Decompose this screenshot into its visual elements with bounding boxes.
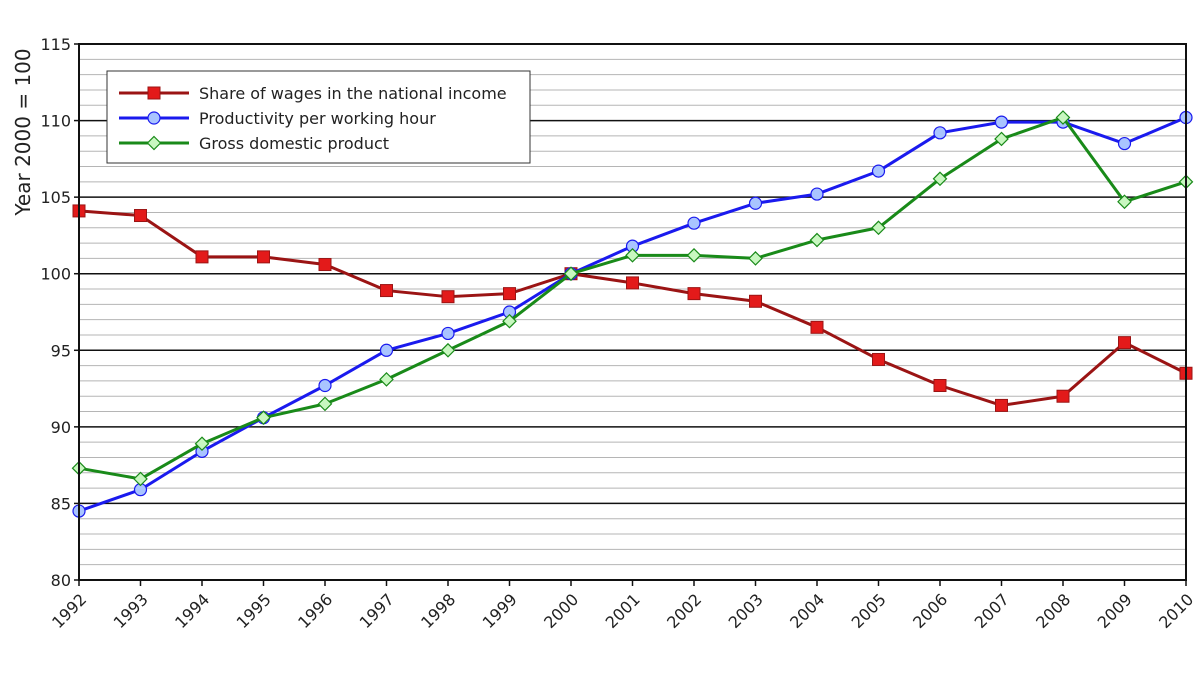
series-gdp xyxy=(71,110,1194,487)
x-tick-label: 2003 xyxy=(725,590,767,632)
legend-marker-wages-share xyxy=(147,86,161,100)
series-productivity xyxy=(72,110,1193,518)
y-tick-label: 105 xyxy=(40,188,71,207)
point-wages-share xyxy=(257,250,270,264)
y-tick-label: 95 xyxy=(51,341,71,360)
legend-marker-gdp xyxy=(146,135,162,151)
point-productivity xyxy=(379,343,394,357)
point-gdp xyxy=(133,471,148,487)
point-productivity xyxy=(687,216,701,230)
line-gdp xyxy=(78,116,1187,481)
y-tick-label: 90 xyxy=(51,418,71,437)
y-tick-label: 110 xyxy=(40,112,71,131)
point-gdp xyxy=(1055,110,1071,125)
point-gdp xyxy=(563,266,579,282)
x-tick-label: 2005 xyxy=(848,590,890,632)
legend-label-gdp: Gross domestic product xyxy=(199,134,389,153)
point-wages-share xyxy=(380,284,393,298)
x-tick-label: 1993 xyxy=(110,590,152,632)
legend-marker-productivity xyxy=(147,111,161,125)
point-wages-share xyxy=(441,290,455,304)
point-gdp xyxy=(748,251,763,266)
point-wages-share xyxy=(195,250,209,264)
point-gdp xyxy=(379,372,394,387)
point-wages-share xyxy=(687,287,701,301)
x-tick-label: 1994 xyxy=(171,590,213,632)
y-tick-label: 115 xyxy=(40,35,71,54)
point-gdp xyxy=(932,171,948,187)
point-gdp xyxy=(625,247,640,263)
point-wages-share xyxy=(626,276,639,290)
series-lines xyxy=(71,110,1194,518)
point-gdp xyxy=(809,232,825,248)
x-tick-label: 2006 xyxy=(909,590,951,632)
point-wages-share xyxy=(749,294,762,308)
x-tick-label: 2001 xyxy=(602,590,644,632)
x-tick-label: 1999 xyxy=(479,590,521,632)
point-gdp xyxy=(1117,194,1132,210)
point-productivity xyxy=(748,196,763,210)
point-productivity xyxy=(871,164,886,178)
x-tick-label: 1997 xyxy=(356,590,398,632)
point-productivity xyxy=(1117,136,1132,151)
point-wages-share xyxy=(1056,389,1070,403)
legend-label-wages-share: Share of wages in the national income xyxy=(199,84,507,103)
point-productivity xyxy=(933,126,947,140)
x-tick-label: 1998 xyxy=(417,590,459,632)
point-productivity xyxy=(318,378,332,393)
y-tick-label: 80 xyxy=(51,571,71,590)
point-gdp xyxy=(871,220,886,236)
legend: Share of wages in the national income Pro… xyxy=(106,70,531,164)
x-tick-label: 2004 xyxy=(786,590,828,632)
point-wages-share xyxy=(933,379,947,393)
point-wages-share xyxy=(134,209,147,223)
line-productivity xyxy=(78,116,1187,513)
point-wages-share xyxy=(1118,336,1131,350)
point-wages-share xyxy=(810,320,824,334)
grid-lines xyxy=(79,58,1186,566)
x-tick-label: 2000 xyxy=(540,590,582,632)
point-gdp xyxy=(317,396,333,412)
y-axis-label: Year 2000 = 100 xyxy=(11,48,35,216)
point-wages-share xyxy=(318,258,332,272)
x-tick-label: 1995 xyxy=(233,590,275,632)
point-wages-share xyxy=(995,398,1008,412)
point-wages-share xyxy=(503,287,516,301)
point-gdp xyxy=(502,313,517,329)
x-tick-label: 1996 xyxy=(294,590,336,632)
x-tick-label: 1992 xyxy=(48,590,90,632)
x-tick-label: 2010 xyxy=(1155,590,1197,632)
point-gdp xyxy=(994,131,1009,147)
point-gdp xyxy=(256,410,271,426)
point-gdp xyxy=(194,436,210,452)
point-gdp xyxy=(440,342,456,358)
x-tick-label: 2009 xyxy=(1094,590,1136,632)
point-productivity xyxy=(994,115,1009,129)
point-productivity xyxy=(441,326,455,341)
point-wages-share xyxy=(872,352,885,366)
x-tick-label: 2002 xyxy=(663,590,705,632)
y-tick-label: 100 xyxy=(40,265,71,284)
x-tick-label: 2007 xyxy=(971,590,1013,632)
point-gdp xyxy=(686,247,702,263)
y-tick-label: 85 xyxy=(51,494,71,513)
point-productivity xyxy=(810,187,824,201)
legend-label-productivity: Productivity per working hour xyxy=(199,109,436,128)
x-tick-label: 2008 xyxy=(1032,590,1074,632)
